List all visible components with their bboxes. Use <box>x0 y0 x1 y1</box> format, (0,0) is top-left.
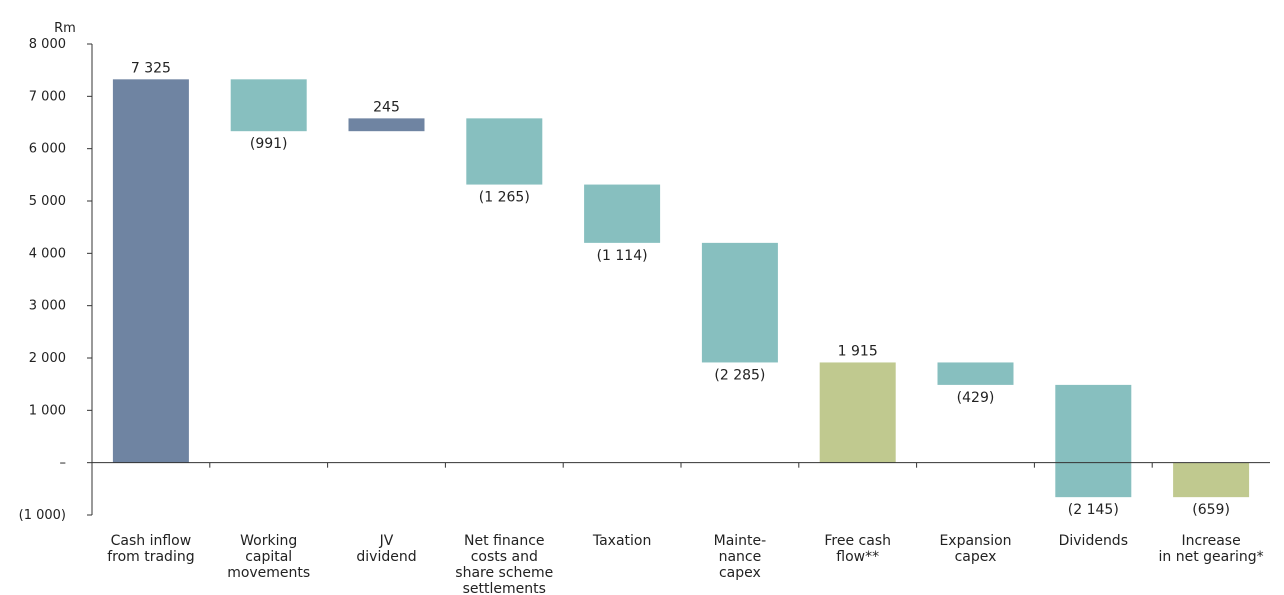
y-tick-label: (1 000) <box>19 508 66 523</box>
x-tick-label: Expansion capex <box>939 533 1011 565</box>
x-tick-label-line: flow** <box>836 549 879 565</box>
bars: 7 325 (991) 245 (1 265) (1 114) (2 285) 1 915 (… <box>112 60 1250 518</box>
data-label: 1 915 <box>838 343 878 359</box>
bar <box>1055 384 1132 498</box>
data-label: (991) <box>250 136 288 152</box>
x-tick-label-line: Net finance <box>464 533 544 549</box>
x-tick-label-line: Cash inflow <box>111 533 192 549</box>
y-tick-label: 8 000 <box>29 37 66 52</box>
x-tick-label: Net finance costs and share scheme settleme… <box>455 533 553 595</box>
x-tick-label-line: capital <box>245 549 292 565</box>
bar <box>584 184 661 243</box>
x-tick-label-line: Increase <box>1181 533 1240 549</box>
x-tick-label: Mainte-nance capex <box>714 533 767 581</box>
x-tick-label-line: share scheme <box>455 565 553 581</box>
data-label: 7 325 <box>131 60 171 76</box>
y-tick-label: 6 000 <box>29 142 66 157</box>
bar <box>701 242 778 363</box>
bar <box>466 118 543 185</box>
data-label: (659) <box>1192 502 1230 518</box>
data-label: (2 145) <box>1068 502 1119 518</box>
x-tick-label-line: Taxation <box>592 533 652 549</box>
x-axis: Cash inflow from trading Working capital mov… <box>92 462 1270 595</box>
x-tick-label: Working capital movements <box>227 533 310 581</box>
x-tick-label-line: Working <box>240 533 297 549</box>
y-tick-label: 3 000 <box>29 299 66 314</box>
x-tick-label: Increase in net gearing* <box>1159 533 1264 565</box>
data-label: (429) <box>957 390 995 406</box>
x-tick-label-line: capex <box>719 565 761 581</box>
x-tick-label: Free cash flow** <box>824 533 891 565</box>
y-tick-label: 2 000 <box>29 351 66 366</box>
bar <box>112 79 189 463</box>
x-tick-label-line: Expansion <box>939 533 1011 549</box>
x-tick-label-line: Mainte- <box>714 533 767 549</box>
data-label: (1 265) <box>479 190 530 206</box>
x-tick-label-line: settlements <box>463 581 546 595</box>
bar <box>348 118 425 132</box>
y-tick-label: 7 000 <box>29 89 66 104</box>
y-axis: 8 000 7 000 6 000 5 000 4 000 3 000 2 000 1 000… <box>19 37 93 523</box>
y-tick-label: 4 000 <box>29 246 66 261</box>
x-tick-label: Cash inflow from trading <box>107 533 194 565</box>
y-tick-label: 1 000 <box>29 403 66 418</box>
bar <box>230 79 307 132</box>
bar <box>1173 462 1250 498</box>
x-tick-label-line: JV <box>379 533 394 549</box>
x-tick-label: Dividends <box>1059 533 1128 549</box>
data-label: (1 114) <box>597 248 648 264</box>
y-unit-label: Rm <box>54 21 76 36</box>
data-label: 245 <box>373 99 400 115</box>
y-tick-label: – <box>60 456 67 471</box>
bar <box>819 362 896 463</box>
x-tick-label-line: capex <box>955 549 997 565</box>
bar <box>937 362 1014 385</box>
y-tick-label: 5 000 <box>29 194 66 209</box>
x-tick-label-line: from trading <box>107 549 194 565</box>
x-tick-label-line: Dividends <box>1059 533 1128 549</box>
x-tick-label-line: costs and <box>471 549 538 565</box>
data-label: (2 285) <box>714 367 765 383</box>
x-tick-label-line: nance <box>719 549 762 565</box>
x-tick-label-line: Free cash <box>824 533 891 549</box>
x-tick-label-line: dividend <box>356 549 416 565</box>
x-tick-label-line: movements <box>227 565 310 581</box>
x-tick-label: JV dividend <box>356 533 416 565</box>
x-tick-label: Taxation <box>592 533 652 549</box>
x-tick-label-line: in net gearing* <box>1159 549 1264 565</box>
